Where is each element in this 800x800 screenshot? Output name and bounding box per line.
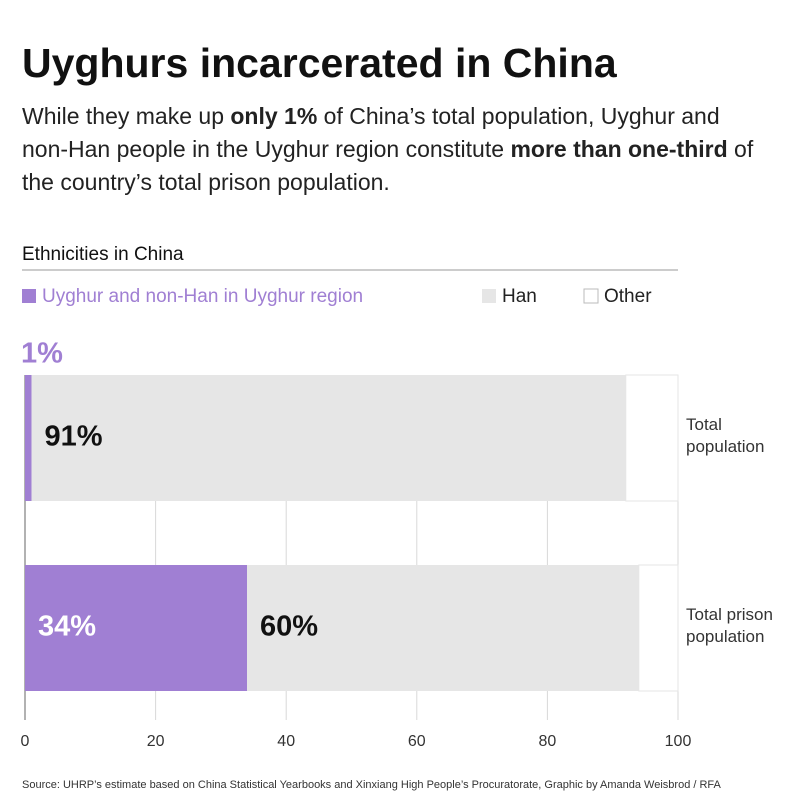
value-label: 91%	[45, 421, 103, 453]
subtitle-part: only 1%	[230, 103, 318, 129]
legend-swatch	[583, 288, 599, 304]
subtitle-part: of China’s total population, Uyghur and …	[22, 103, 720, 162]
chart-subtitle: While they make up only 1% of China’s to…	[22, 100, 772, 199]
legend-swatch	[482, 289, 496, 303]
legend-label: Other	[604, 286, 652, 307]
x-tick-label: 80	[539, 733, 557, 750]
bar-segment	[625, 374, 679, 502]
subtitle-part: more than one-third	[510, 136, 728, 162]
x-tick-label: 40	[277, 733, 295, 750]
bar-segment	[638, 564, 679, 692]
chart-title: Uyghurs incarcerated in China	[22, 40, 617, 86]
bar-segment	[25, 565, 248, 691]
x-tick-label: 20	[147, 733, 165, 750]
category-label: Total prison population	[686, 605, 773, 646]
legend-label: Uyghur and non-Han in Uyghur region	[42, 286, 363, 307]
value-label: 34%	[38, 611, 96, 643]
subtitle-part: While they make up	[22, 103, 231, 129]
bar-segment	[31, 375, 626, 501]
subtitle-part: of the country’s total prison population…	[22, 136, 754, 195]
x-tick-label: 0	[21, 733, 30, 750]
source-note: Source: UHRP’s estimate based on China S…	[22, 779, 721, 791]
x-tick-label: 60	[408, 733, 426, 750]
section-label: Ethnicities in China	[22, 244, 184, 265]
bar-segment	[25, 375, 32, 501]
value-label: 1%	[21, 338, 63, 370]
category-label: Total population	[686, 415, 765, 456]
value-label: 60%	[260, 611, 318, 643]
legend-label: Han	[502, 286, 537, 307]
bar-segment	[247, 565, 639, 691]
legend-swatch	[22, 289, 36, 303]
x-tick-label: 100	[665, 733, 692, 750]
